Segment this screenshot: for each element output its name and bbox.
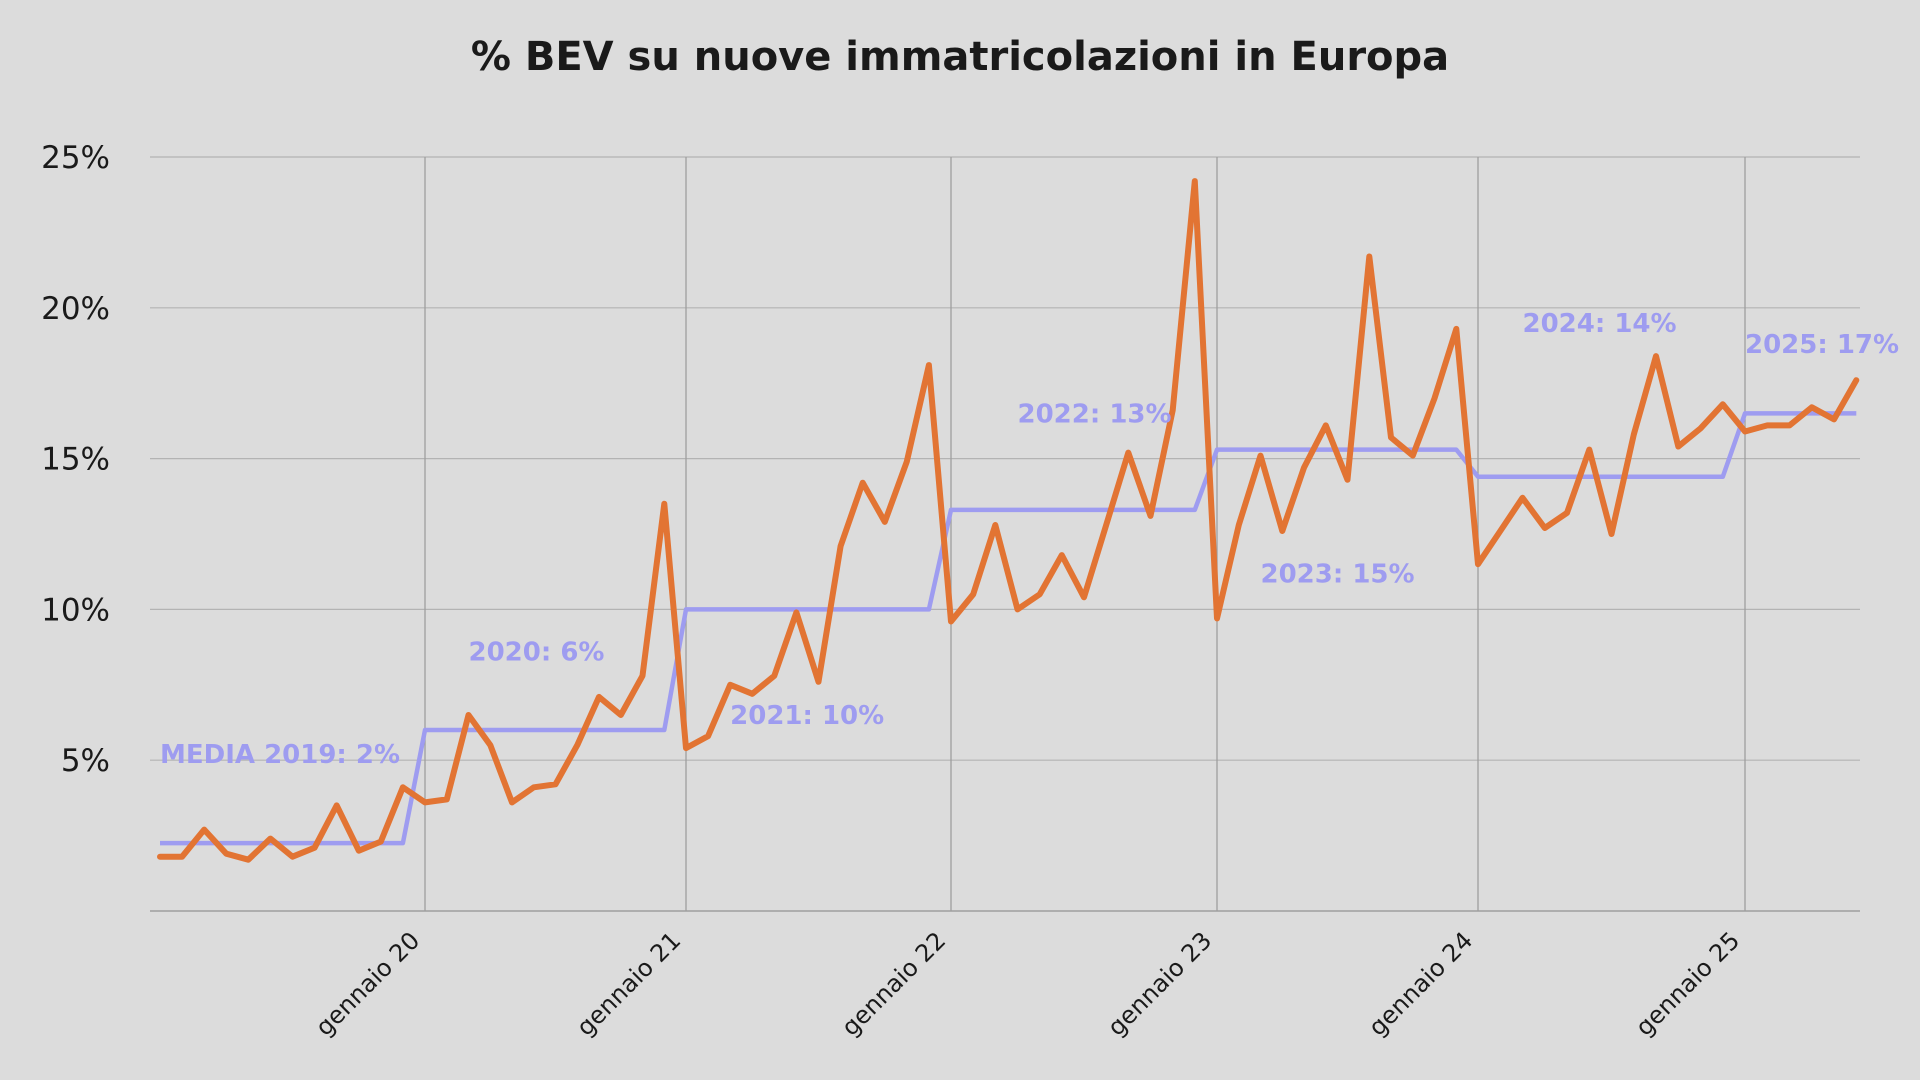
y-tick-label: 25% — [41, 140, 110, 176]
annotation-label: MEDIA 2019: 2% — [160, 740, 400, 770]
annotation-label: 2025: 17% — [1745, 330, 1899, 360]
x-tick-label: gennaio 24 — [1363, 926, 1478, 1041]
annotation-label: 2020: 6% — [469, 638, 605, 668]
x-tick-label: gennaio 20 — [310, 926, 425, 1041]
x-tick-label: gennaio 21 — [571, 926, 686, 1041]
average-step-line — [160, 411, 1857, 846]
monthly-share-line — [157, 178, 1860, 863]
y-tick-label: 15% — [41, 442, 110, 478]
x-tick-label: gennaio 23 — [1102, 926, 1217, 1041]
annotation-label: 2021: 10% — [730, 701, 884, 731]
y-tick-label: 10% — [41, 592, 110, 628]
annotation-label: 2024: 14% — [1523, 309, 1677, 339]
annotation-label: 2023: 15% — [1261, 559, 1415, 589]
y-tick-label: 20% — [41, 291, 110, 327]
x-tick-label: gennaio 25 — [1630, 926, 1745, 1041]
annotation-label: 2022: 13% — [1018, 399, 1172, 429]
x-tick-label: gennaio 22 — [836, 926, 951, 1041]
chart-title: % BEV su nuove immatricolazioni in Europ… — [470, 34, 1450, 80]
y-tick-label: 5% — [61, 743, 110, 779]
